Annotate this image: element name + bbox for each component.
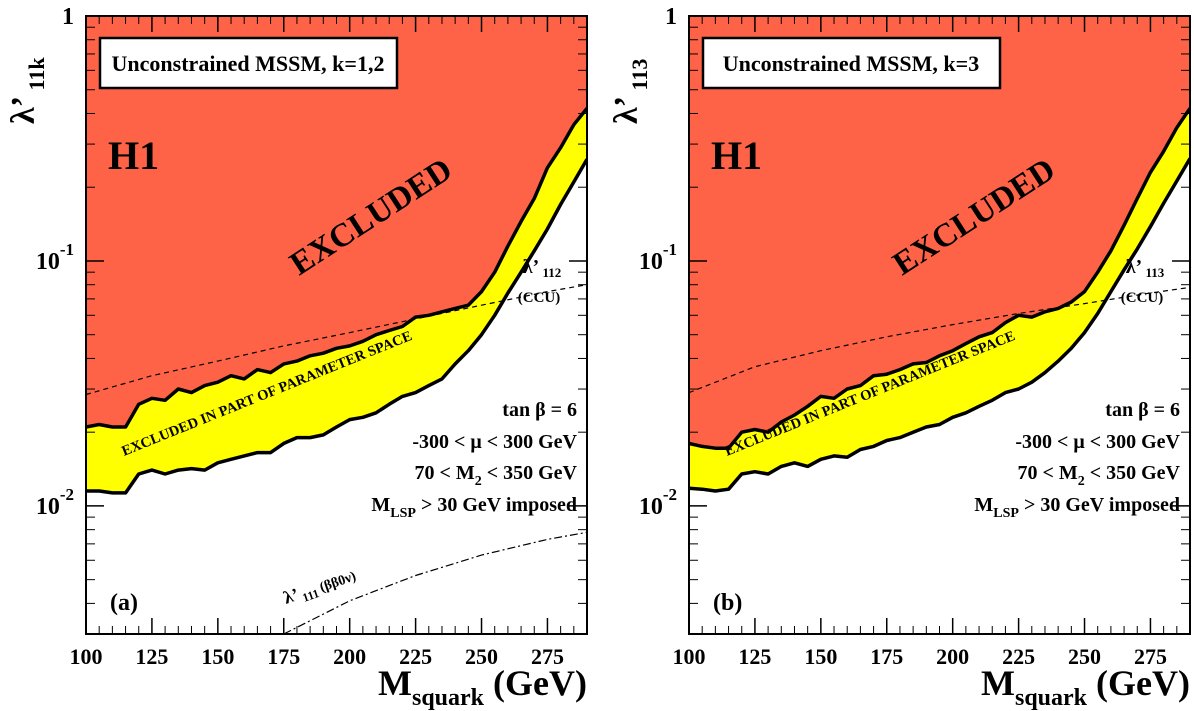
x-tick-label: 250 [465, 644, 498, 669]
ccu-limit-line [689, 286, 1190, 394]
excluded-region [86, 16, 587, 427]
y-tick-label: 10-1 [36, 240, 74, 275]
panel-label: (a) [110, 590, 138, 616]
x-tick-label: 175 [870, 644, 903, 669]
parameter-text: -300 < μ < 300 GeV [1015, 431, 1180, 453]
double-beta-limit-line [283, 531, 587, 634]
ccu-curve-label: λ’ 112 [523, 256, 562, 280]
panel-label: (b) [713, 590, 742, 616]
x-tick-label: 125 [135, 644, 168, 669]
x-tick-label: 150 [804, 644, 837, 669]
x-tick-label: 150 [201, 644, 234, 669]
x-tick-label: 200 [936, 644, 969, 669]
x-axis-label: Msquark (GeV) [981, 663, 1190, 711]
panel-a: 100 125 150 175 200 225 250 275 1 10-1 10-2 λ’ 11k M… [5, 4, 588, 711]
x-tick-label: 250 [1068, 644, 1101, 669]
x-tick-label: 100 [70, 644, 103, 669]
x-tick-label: 125 [738, 644, 771, 669]
chart-title: Unconstrained MSSM, k=1,2 [112, 51, 385, 76]
ccu-label-extra: (CCU) [518, 290, 561, 306]
x-tick-label: 275 [1134, 644, 1167, 669]
partial-boundary-line [689, 157, 1190, 493]
y-tick-label: 10-1 [639, 240, 677, 275]
parameter-text: MLSP > 30 GeV imposed [974, 494, 1180, 521]
ccu-curve-label: λ’ 113 [1126, 256, 1165, 280]
x-tick-label: 225 [1002, 644, 1035, 669]
ccu-label-extra: (CCU) [1121, 290, 1164, 306]
experiment-label: H1 [711, 133, 762, 178]
double-beta-curve-label: λ’ 111 (ββ0ν) [281, 564, 360, 610]
experiment-label: H1 [108, 133, 159, 178]
parameter-text: MLSP > 30 GeV imposed [371, 494, 577, 521]
panel-b: 100 125 150 175 200 225 250 275 1 10-1 10-2 λ’ 113 M… [608, 4, 1191, 711]
x-axis-label: Msquark (GeV) [378, 663, 587, 711]
x-tick-label: 100 [673, 644, 706, 669]
y-tick-label: 10-2 [36, 485, 74, 520]
parameter-text: -300 < μ < 300 GeV [412, 431, 577, 453]
parameter-text: 70 < M2 < 350 GeV [414, 462, 577, 489]
x-tick-label: 275 [531, 644, 564, 669]
y-axis-label: λ’ 113 [608, 59, 652, 124]
partial-boundary-line [86, 158, 587, 495]
plot-area [689, 16, 1190, 493]
y-tick-label: 1 [665, 4, 677, 30]
title-box [701, 36, 1002, 90]
x-tick-label: 225 [399, 644, 432, 669]
y-tick-label: 10-2 [639, 485, 677, 520]
partial-exclusion-band [689, 108, 1190, 492]
x-tick-label: 200 [333, 644, 366, 669]
title-box [98, 36, 399, 90]
y-tick-label: 1 [62, 4, 74, 30]
excluded-region [689, 16, 1190, 449]
y-axis-label: λ’ 11k [5, 57, 49, 124]
parameter-text: 70 < M2 < 350 GeV [1017, 462, 1180, 489]
partial-exclusion-band [86, 108, 587, 493]
parameter-text: tan β = 6 [1105, 399, 1180, 421]
excluded-boundary-line [689, 107, 1190, 450]
parameter-text: tan β = 6 [502, 399, 577, 421]
ccu-limit-line [86, 284, 587, 396]
excluded-boundary-line [86, 107, 587, 429]
chart-title: Unconstrained MSSM, k=3 [723, 51, 979, 76]
x-tick-label: 175 [267, 644, 300, 669]
plot-area [86, 16, 587, 634]
